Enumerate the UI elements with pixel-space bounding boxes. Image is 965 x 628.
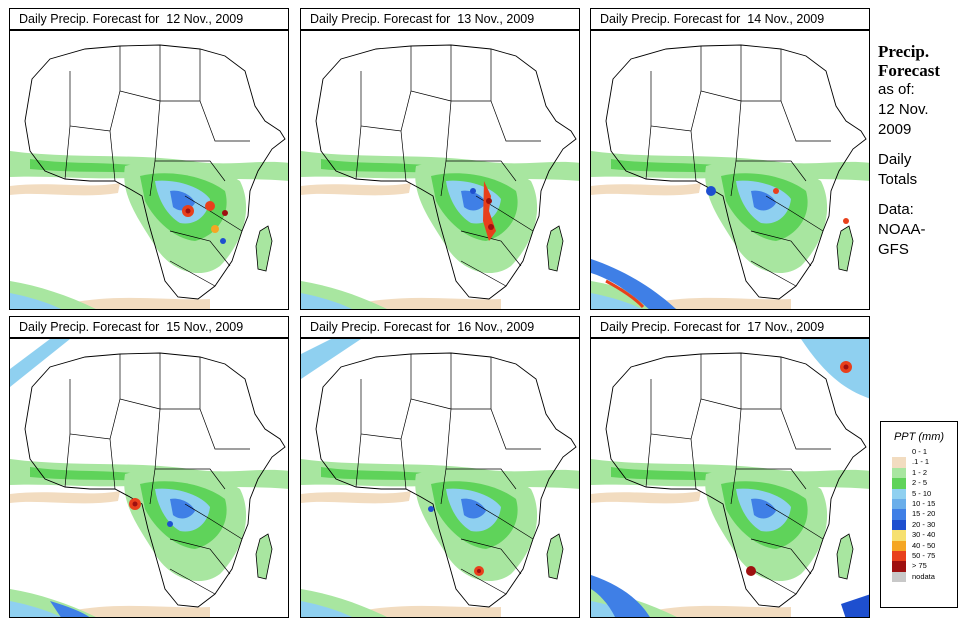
legend-row: 20 - 30 — [881, 519, 957, 531]
legend-swatch — [892, 457, 906, 468]
source-line-1: NOAA- — [878, 221, 926, 238]
forecast-panel-2: Daily Precip. Forecast for 13 Nov., 2009 — [300, 8, 582, 310]
forecast-panel-6: Daily Precip. Forecast for 17 Nov., 2009 — [590, 316, 872, 618]
legend-swatch — [892, 519, 906, 531]
legend-row: 30 - 40 — [881, 530, 957, 541]
legend-row: nodata — [881, 571, 957, 583]
precip-map — [300, 338, 580, 618]
source-line-2: GFS — [878, 241, 909, 258]
legend-label: 1 - 2 — [912, 467, 928, 477]
legend-label: > 75 — [912, 561, 927, 571]
panel-title: Daily Precip. Forecast for 15 Nov., 2009 — [9, 316, 289, 338]
period-line-2: Totals — [878, 171, 918, 188]
forecast-panel-3: Daily Precip. Forecast for 14 Nov., 2009 — [590, 8, 872, 310]
legend-row: 10 - 15 — [881, 498, 957, 510]
panel-title: Daily Precip. Forecast for 16 Nov., 2009 — [300, 316, 580, 338]
legend-row: 50 - 75 — [881, 550, 957, 562]
forecast-info: Precip. Forecast as of: 12 Nov. 2009 Dai… — [878, 42, 964, 260]
legend-label: 40 - 50 — [912, 540, 936, 550]
panel-title: Daily Precip. Forecast for 17 Nov., 2009 — [590, 316, 870, 338]
legend-label: 2 - 5 — [912, 478, 928, 488]
legend-label: 15 - 20 — [912, 509, 936, 519]
legend-label: 30 - 40 — [912, 530, 936, 540]
legend-label: .1 - 1 — [912, 457, 930, 467]
legend-row: 2 - 5 — [881, 478, 957, 489]
legend-swatch — [892, 467, 906, 479]
legend-swatch — [892, 530, 906, 541]
panel-title: Daily Precip. Forecast for 14 Nov., 2009 — [590, 8, 870, 30]
info-title-line-2: Forecast — [878, 61, 940, 80]
asof-label: as of: — [878, 81, 915, 98]
legend-swatch — [892, 488, 906, 499]
legend-row: > 75 — [881, 561, 957, 572]
legend-label: 5 - 10 — [912, 488, 932, 498]
forecast-panel-1: Daily Precip. Forecast for 12 Nov., 2009 — [9, 8, 291, 310]
legend-row: 1 - 2 — [881, 467, 957, 479]
precip-map — [590, 30, 870, 310]
precip-map — [590, 338, 870, 618]
legend-swatch — [892, 447, 906, 458]
legend-label: 10 - 15 — [912, 498, 936, 508]
forecast-panel-4: Daily Precip. Forecast for 15 Nov., 2009 — [9, 316, 291, 618]
legend-row: 40 - 50 — [881, 540, 957, 551]
legend-label: nodata — [912, 571, 935, 581]
asof-date-line-2: 2009 — [878, 121, 912, 138]
legend-swatch — [892, 509, 906, 520]
legend-row: 0 - 1 — [881, 447, 957, 458]
legend-row: 5 - 10 — [881, 488, 957, 499]
period-line-1: Daily — [878, 151, 912, 168]
legend-swatch — [892, 550, 906, 562]
precip-map — [9, 338, 289, 618]
legend-swatch — [892, 561, 906, 572]
legend-title: PPT (mm) — [893, 431, 945, 443]
precip-map — [300, 30, 580, 310]
legend-row: 15 - 20 — [881, 509, 957, 520]
info-title-line-1: Precip. — [878, 42, 930, 61]
asof-date-line-1: 12 Nov. — [878, 101, 929, 118]
precip-map — [9, 30, 289, 310]
panel-title: Daily Precip. Forecast for 12 Nov., 2009 — [9, 8, 289, 30]
legend-label: 50 - 75 — [912, 550, 936, 560]
legend-swatch — [892, 478, 906, 489]
panel-title: Daily Precip. Forecast for 13 Nov., 2009 — [300, 8, 580, 30]
legend-swatch — [892, 540, 906, 551]
legend-label: 20 - 30 — [912, 519, 936, 529]
legend-label: 0 - 1 — [912, 447, 928, 456]
legend-row: .1 - 1 — [881, 457, 957, 468]
forecast-panel-5: Daily Precip. Forecast for 16 Nov., 2009 — [300, 316, 582, 618]
legend-swatch — [892, 571, 906, 583]
legend-swatch — [892, 498, 906, 510]
data-label: Data: — [878, 201, 914, 218]
